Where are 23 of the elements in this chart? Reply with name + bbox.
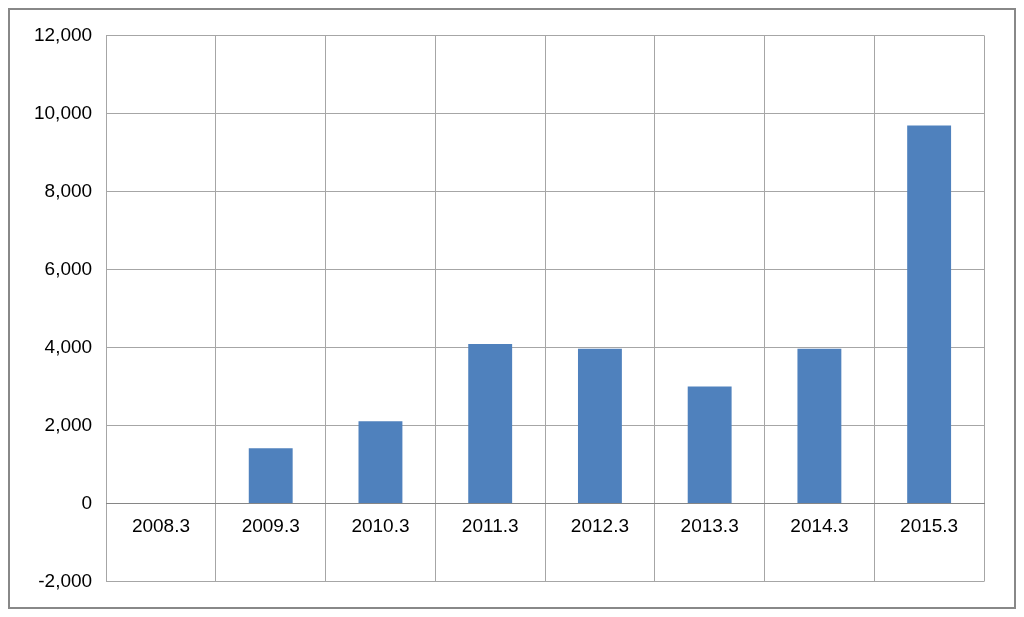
bar — [687, 386, 732, 504]
y-tick-label: -2,000 — [38, 569, 93, 591]
bar — [907, 125, 952, 504]
x-tick-label: 2008.3 — [131, 515, 191, 537]
bar — [468, 344, 513, 504]
x-tick-label: 2009.3 — [241, 515, 300, 537]
x-tick-label: 2014.3 — [790, 515, 849, 537]
x-tick-label: 2012.3 — [570, 515, 629, 537]
bar — [797, 348, 842, 504]
y-tick-label: 2,000 — [44, 413, 93, 435]
bar — [248, 448, 293, 504]
bar — [577, 348, 622, 504]
x-tick-label: 2015.3 — [900, 515, 959, 537]
bar — [358, 421, 403, 504]
x-tick-label: 2011.3 — [461, 515, 519, 537]
y-tick-label: 0 — [81, 491, 93, 513]
x-tick-label: 2010.3 — [351, 515, 410, 537]
x-tick-label: 2013.3 — [680, 515, 739, 537]
y-tick-label: 10,000 — [33, 101, 93, 123]
y-tick-label: 6,000 — [44, 257, 93, 279]
y-tick-label: 4,000 — [44, 335, 93, 357]
y-tick-label: 12,000 — [33, 23, 93, 45]
y-tick-label: 8,000 — [44, 179, 93, 201]
